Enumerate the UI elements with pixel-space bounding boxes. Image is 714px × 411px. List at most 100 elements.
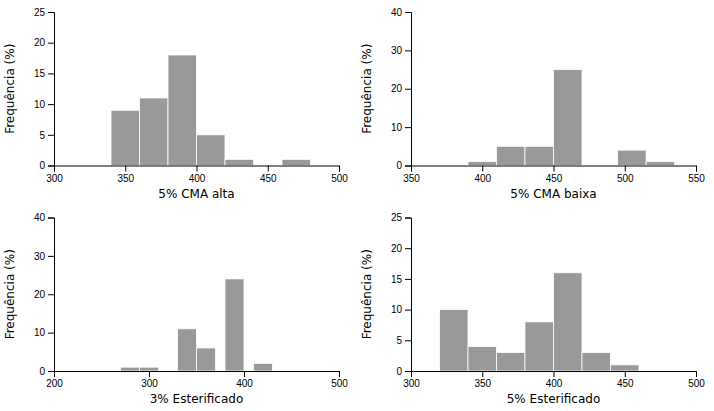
y-tick-label: 20 xyxy=(391,243,403,254)
x-tick: 350 xyxy=(403,166,420,184)
y-tick: 15 xyxy=(34,68,54,79)
y-axis: 0510152025 xyxy=(391,212,412,377)
x-tick-label: 450 xyxy=(617,378,634,389)
y-tick: 25 xyxy=(391,212,411,223)
y-tick-label: 5 xyxy=(396,335,402,346)
y-tick: 10 xyxy=(391,122,411,133)
x-tick: 400 xyxy=(546,371,563,389)
y-tick-label: 20 xyxy=(391,83,403,94)
y-tick-mark xyxy=(48,218,54,219)
bar xyxy=(611,365,640,371)
y-tick-mark xyxy=(405,371,411,372)
x-axis-title: 5% Esterificado xyxy=(507,392,601,406)
figure: 30035040045050005101520255% CMA altaFreq… xyxy=(0,0,714,411)
x-tick-label: 500 xyxy=(331,173,348,184)
y-tick-mark xyxy=(405,89,411,90)
x-tick: 500 xyxy=(688,371,705,389)
bar xyxy=(225,279,244,371)
y-tick: 10 xyxy=(391,304,411,315)
y-tick: 10 xyxy=(34,99,54,110)
bars xyxy=(121,279,273,371)
y-tick-label: 10 xyxy=(391,122,403,133)
x-tick-label: 200 xyxy=(46,378,63,389)
x-tick-mark xyxy=(197,166,198,172)
y-tick-mark xyxy=(48,256,54,257)
x-tick-label: 400 xyxy=(236,378,253,389)
x-axis-line xyxy=(55,166,340,172)
x-tick: 400 xyxy=(474,166,491,184)
x-tick-label: 450 xyxy=(546,173,563,184)
x-tick: 450 xyxy=(617,371,634,389)
y-tick: 10 xyxy=(34,327,54,338)
bar xyxy=(254,363,273,371)
x-tick-label: 400 xyxy=(189,173,206,184)
bars xyxy=(111,55,311,166)
y-tick-mark xyxy=(405,218,411,219)
y-tick-label: 10 xyxy=(34,99,46,110)
y-tick-label: 40 xyxy=(391,7,403,18)
y-tick: 30 xyxy=(34,251,54,262)
subplot: 30035040045050005101520255% CMA altaFreq… xyxy=(3,7,348,201)
x-tick-mark xyxy=(696,166,697,172)
y-tick-label: 0 xyxy=(39,160,45,171)
x-tick-mark xyxy=(125,166,126,172)
y-tick-label: 15 xyxy=(391,274,403,285)
subplot: 2003004005000102030403% EsterificadoFreq… xyxy=(3,212,348,406)
bar xyxy=(111,110,140,165)
y-axis: 010203040 xyxy=(391,7,412,172)
x-tick-label: 400 xyxy=(546,378,563,389)
bar xyxy=(140,98,169,166)
y-tick-mark xyxy=(405,50,411,51)
y-tick: 0 xyxy=(39,366,54,377)
x-tick-label: 350 xyxy=(403,173,420,184)
x-axis-line xyxy=(412,166,697,172)
bar xyxy=(197,348,216,371)
y-tick-mark xyxy=(405,166,411,167)
x-tick-label: 300 xyxy=(46,173,63,184)
x-tick-label: 350 xyxy=(474,378,491,389)
y-tick-label: 25 xyxy=(391,212,403,223)
x-axis: 300350400450500 xyxy=(46,166,348,184)
y-tick-mark xyxy=(48,73,54,74)
y-tick: 5 xyxy=(396,335,411,346)
y-tick-label: 0 xyxy=(39,366,45,377)
y-tick-mark xyxy=(48,12,54,13)
bar xyxy=(525,146,554,165)
y-tick-label: 30 xyxy=(391,45,403,56)
x-tick-mark xyxy=(482,371,483,377)
x-tick-label: 300 xyxy=(141,378,158,389)
x-tick: 350 xyxy=(117,166,134,184)
y-tick-label: 20 xyxy=(34,37,46,48)
y-tick-mark xyxy=(48,371,54,372)
y-tick-mark xyxy=(48,166,54,167)
x-axis: 200300400500 xyxy=(46,371,348,389)
y-tick: 25 xyxy=(34,7,54,18)
x-axis-line xyxy=(412,372,697,378)
y-tick: 20 xyxy=(34,289,54,300)
bar xyxy=(554,70,583,166)
x-tick-label: 400 xyxy=(474,173,491,184)
x-axis-line xyxy=(55,372,340,378)
bar xyxy=(525,322,554,371)
bar xyxy=(197,135,226,166)
y-tick: 20 xyxy=(391,83,411,94)
y-tick-mark xyxy=(48,135,54,136)
y-tick-mark xyxy=(405,248,411,249)
y-tick-label: 10 xyxy=(391,304,403,315)
subplot: 30035040045050005101520255% Esterificado… xyxy=(360,212,705,406)
y-tick: 40 xyxy=(391,7,411,18)
x-axis: 350400450500550 xyxy=(403,166,705,184)
x-tick-mark xyxy=(625,166,626,172)
y-tick: 15 xyxy=(391,274,411,285)
y-axis-title: Frequência (%) xyxy=(360,249,374,339)
x-tick-mark xyxy=(244,371,245,377)
y-axis-line xyxy=(48,218,55,372)
x-tick: 450 xyxy=(546,166,563,184)
x-tick: 300 xyxy=(403,371,420,389)
x-tick: 400 xyxy=(236,371,253,389)
y-tick-mark xyxy=(48,43,54,44)
x-tick: 200 xyxy=(46,371,63,389)
x-tick-mark xyxy=(554,166,555,172)
x-axis: 300 350 400 450 500 xyxy=(403,371,705,389)
y-tick-mark xyxy=(405,127,411,128)
